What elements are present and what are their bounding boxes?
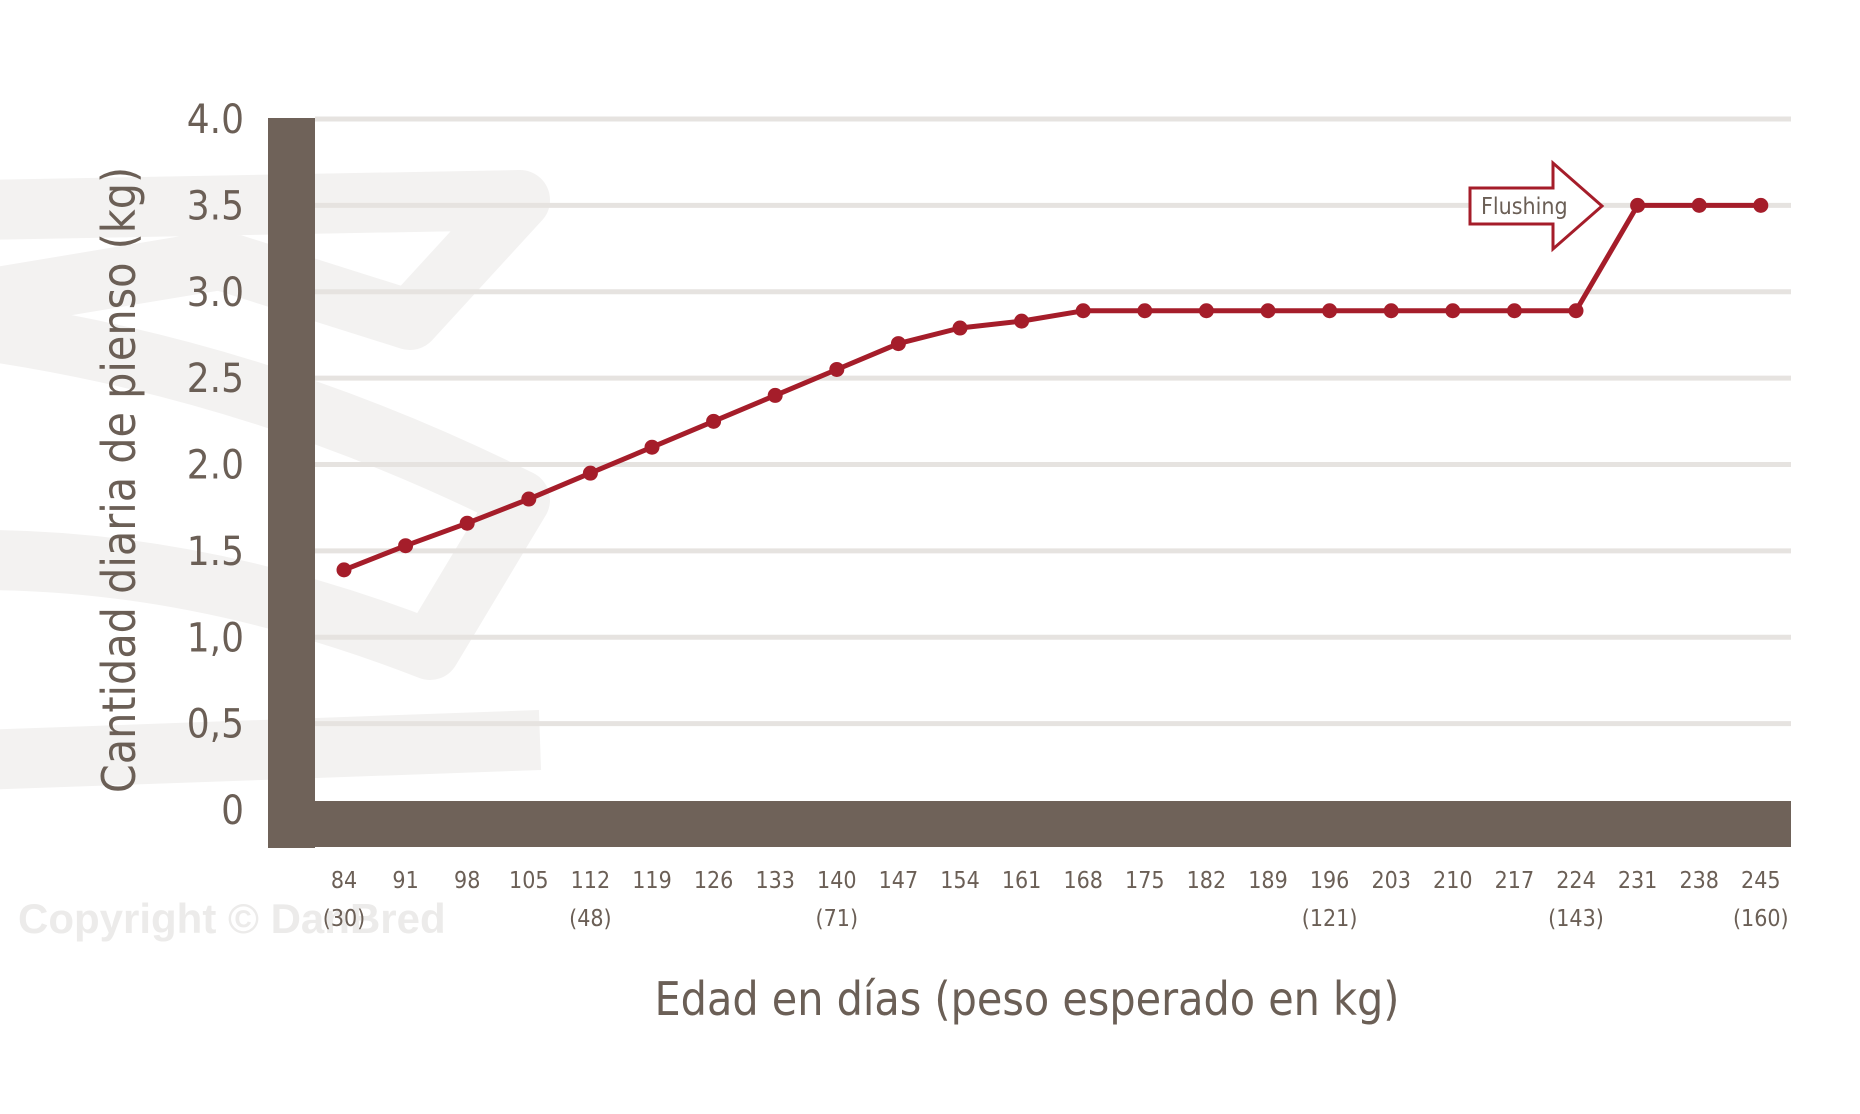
y-tick-label: 0 [221,788,244,834]
x-axis-title: Edad en días (peso esperado en kg) [655,972,1400,1026]
y-tick-label: 3.0 [187,270,244,316]
x-tick-label: 161 [1002,868,1042,894]
x-weight-label: (30) [323,906,365,932]
y-axis-title: Cantidad diaria de pienso (kg) [92,167,146,793]
x-tick-label: 105 [509,868,549,894]
x-tick-label: 245 [1741,868,1781,894]
x-tick-label: 217 [1495,868,1535,894]
x-tick-label: 231 [1618,868,1658,894]
data-point [1014,313,1030,329]
x-weight-label: (71) [816,906,858,932]
y-tick-label: 1,0 [187,615,244,661]
data-point [1568,303,1584,319]
y-tick-label: 0,5 [187,702,244,748]
x-tick-label: 91 [392,868,418,894]
x-tick-label: 126 [694,868,734,894]
data-point [706,413,722,429]
x-tick-label: 189 [1248,868,1288,894]
y-tick-labels: 0 0,5 1,0 1.5 2.0 2.5 3.0 3.5 4.0 [187,97,244,834]
y-tick-label: 2.5 [187,356,244,402]
data-point [582,465,598,481]
data-point [1383,303,1399,319]
data-point [952,320,968,336]
data-points [336,197,1769,578]
x-tick-label: 224 [1556,868,1596,894]
x-tick-label: 98 [454,868,480,894]
data-point [767,387,783,403]
x-weight-label: (121) [1302,906,1358,932]
data-point [1630,197,1646,213]
flushing-annotation: Flushing [1468,159,1605,253]
data-point [1445,303,1461,319]
x-tick-label: 140 [817,868,857,894]
x-tick-label: 168 [1063,868,1103,894]
x-weight-label: (48) [569,906,611,932]
y-tick-label: 3.5 [187,183,244,229]
x-weight-label: (160) [1733,906,1789,932]
data-point [459,515,475,531]
data-point [1075,303,1091,319]
data-point [1198,303,1214,319]
data-point [1691,197,1707,213]
x-tick-label: 175 [1125,868,1165,894]
flushing-label: Flushing [1481,194,1568,220]
x-tick-label: 203 [1371,868,1411,894]
x-tick-label: 182 [1187,868,1227,894]
x-tick-label: 133 [755,868,795,894]
y-axis [268,118,315,848]
x-weight-label: (143) [1548,906,1604,932]
data-point [1137,303,1153,319]
data-point [890,336,906,352]
x-tick-label: 84 [331,868,357,894]
y-tick-label: 4.0 [187,97,244,143]
watermark-text: Copyright © DanBred [18,895,446,942]
flushing-arrow [1468,159,1605,253]
x-tick-label: 210 [1433,868,1473,894]
x-tick-label: 196 [1310,868,1350,894]
x-axis [268,801,1791,847]
x-tick-labels: 84 (30) 91 98 105 112 (48) 119 126 133 140 (71) 147 1… [323,868,1789,932]
x-tick-label: 147 [879,868,919,894]
data-point [336,562,352,578]
data-point [1753,197,1769,213]
x-tick-label: 238 [1679,868,1719,894]
x-tick-label: 154 [940,868,980,894]
x-tick-label: 119 [632,868,672,894]
data-point [1260,303,1276,319]
data-point [829,361,845,377]
data-point [521,491,537,507]
data-point [398,538,414,554]
y-tick-label: 1.5 [187,529,244,575]
data-point [1506,303,1522,319]
data-point [644,439,660,455]
data-point [1322,303,1338,319]
series-line [343,202,1761,573]
y-tick-label: 2.0 [187,443,244,489]
x-tick-label: 112 [571,868,611,894]
